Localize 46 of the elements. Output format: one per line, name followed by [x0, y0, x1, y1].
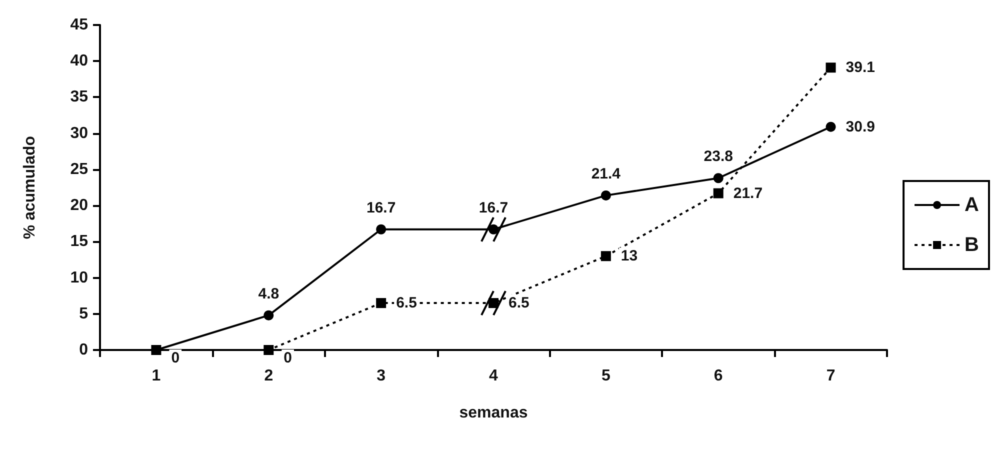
data-label: 0: [284, 350, 292, 366]
data-label: 16.7: [366, 199, 396, 216]
data-label: 16.7: [478, 199, 508, 216]
data-label: 13: [620, 248, 638, 265]
point: [600, 251, 611, 262]
x-tick-label: 7: [826, 368, 836, 384]
data-label: 30.9: [846, 118, 875, 136]
y-tick-label: 10: [70, 269, 88, 286]
point: [826, 62, 836, 73]
y-tick-label: 40: [70, 52, 88, 70]
y-tick-label: 45: [70, 16, 88, 34]
data-label: 23.8: [704, 148, 733, 166]
x-tick-label: 3: [376, 368, 386, 384]
data-label: 39.1: [846, 59, 875, 76]
point: [488, 224, 498, 234]
point: [713, 188, 724, 198]
y-tick-label: 0: [79, 342, 88, 358]
x-axis-title: semanas: [459, 404, 528, 422]
legend-label: B: [964, 234, 980, 256]
data-label: 21.4: [591, 165, 622, 182]
x-tick-label: 1: [152, 368, 161, 384]
data-label: 21.7: [733, 184, 763, 202]
y-axis-title: % acumulado: [22, 136, 38, 240]
x-tick-label: 6: [714, 368, 723, 384]
point: [826, 122, 836, 132]
point: [376, 224, 386, 234]
y-tick-label: 35: [70, 88, 88, 106]
y-tick-label: 5: [79, 305, 88, 322]
point: [376, 298, 386, 308]
y-tick-label: 30: [70, 124, 88, 142]
x-tick-label: 5: [601, 368, 610, 384]
point: [713, 173, 724, 184]
data-label: 6.5: [396, 294, 417, 312]
y-tick-label: 25: [70, 160, 88, 178]
y-tick-label: 20: [70, 197, 88, 214]
x-tick-label: 4: [489, 368, 498, 384]
point: [264, 310, 274, 320]
point: [151, 345, 162, 355]
data-label: 4.8: [258, 285, 280, 302]
point: [600, 190, 611, 200]
point: [264, 345, 274, 355]
legend-label: A: [964, 194, 980, 216]
x-tick-label: 2: [264, 368, 274, 384]
y-tick-label: 15: [70, 233, 88, 250]
data-label: 6.5: [508, 294, 530, 312]
data-label: 0: [171, 350, 180, 366]
